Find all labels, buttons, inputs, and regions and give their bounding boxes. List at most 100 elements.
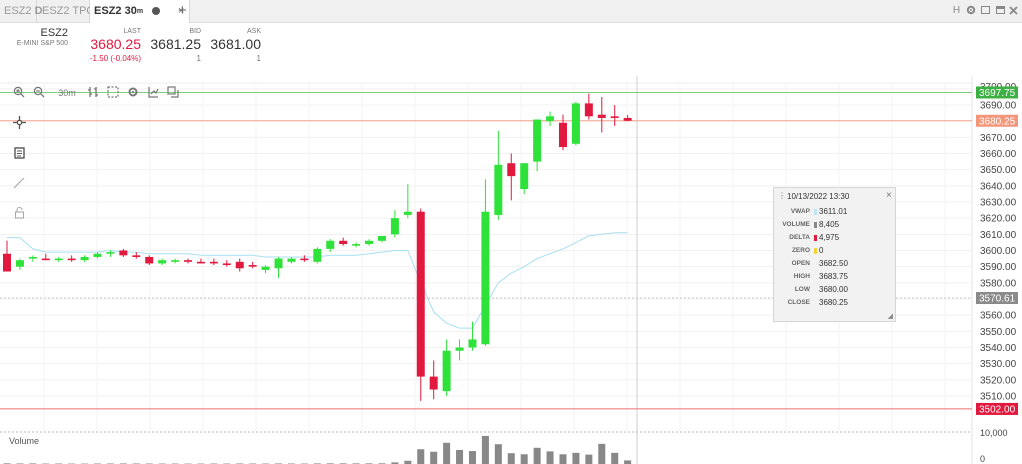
candle-body: [184, 260, 193, 262]
drag-handle-icon[interactable]: ⋮: [778, 191, 786, 200]
candle-body: [106, 252, 115, 254]
gear-icon[interactable]: [965, 4, 976, 17]
candle-body: [119, 250, 128, 256]
candle-body: [248, 265, 257, 267]
candle-body: [429, 376, 438, 390]
bar-type-icon[interactable]: [86, 86, 100, 103]
window-h-button[interactable]: H: [952, 5, 961, 16]
volume-axis-label: 10,000: [980, 428, 1008, 438]
price-axis-label: 3580.00: [980, 278, 1017, 289]
candle-body: [80, 256, 89, 261]
volume-bar: [456, 449, 464, 464]
chart-panel[interactable]: 3690.00 3680.00 3670.00 3660.00 3650.00 3640.…: [0, 76, 1022, 464]
candle-body: [403, 211, 412, 215]
tab-symbol: ESZ2: [4, 5, 32, 17]
crosshair-select-icon[interactable]: [106, 86, 120, 103]
last-price: 3680.25: [90, 36, 141, 52]
lock-tool-icon[interactable]: [12, 206, 26, 224]
candle-body: [93, 253, 102, 257]
layout-icon[interactable]: [166, 86, 180, 103]
candle-body: [442, 350, 451, 392]
high-price-tag: 3697.75: [979, 88, 1016, 99]
settings-icon[interactable]: [126, 86, 140, 103]
candle-body: [326, 240, 335, 249]
candle-body: [235, 261, 244, 269]
low-price-tag: 3502.00: [979, 404, 1016, 415]
indicators-icon[interactable]: [146, 86, 160, 103]
volume-bar: [533, 447, 541, 464]
candle-body: [171, 260, 180, 262]
maximize-icon[interactable]: [995, 4, 1006, 17]
price-axis-label: 3550.00: [980, 327, 1017, 338]
candle-body: [300, 258, 309, 261]
candle-body: [507, 163, 516, 177]
candle-body: [222, 263, 231, 266]
candle-body: [597, 114, 606, 118]
tab-esz2-daily[interactable]: ESZ2 D: [0, 0, 43, 23]
volume-bar: [611, 452, 619, 464]
volume-bar: [417, 449, 425, 464]
price-axis-label: 3620.00: [980, 214, 1017, 225]
bid-price: 3681.25: [150, 36, 201, 52]
data-window-close-icon[interactable]: ×: [886, 190, 892, 201]
data-window: ⋮ 10/13/2022 13:30 × VWAP 3611.01 VOLUME…: [773, 187, 896, 322]
price-axis-label: 3540.00: [980, 343, 1017, 354]
ask-label: ASK: [246, 28, 261, 35]
tab-close-icon[interactable]: ×: [178, 5, 185, 17]
price-axis-label: 3520.00: [980, 375, 1017, 386]
line-tool-icon[interactable]: [12, 177, 26, 194]
interval-selector[interactable]: 30m: [58, 88, 76, 98]
candle-body: [610, 116, 619, 118]
price-change: -1.50 (-0.04%): [89, 54, 141, 63]
candle-body: [533, 119, 542, 162]
zero-label: ZERO: [791, 247, 810, 254]
candle-body: [158, 260, 167, 264]
tab-suffix: TPO: [72, 5, 95, 17]
price-axis-label: 3590.00: [980, 262, 1017, 273]
data-window-datetime: 10/13/2022 13:30: [787, 192, 850, 201]
price-axis-label: 3610.00: [980, 230, 1017, 241]
last-label: LAST: [123, 28, 141, 35]
candle-body: [352, 244, 361, 246]
close-icon[interactable]: [1008, 4, 1019, 17]
volume-bar: [494, 444, 502, 464]
zoom-in-icon[interactable]: [12, 86, 26, 103]
candle-body: [15, 260, 24, 267]
delta-label: DELTA: [789, 234, 810, 241]
candle-body: [274, 258, 283, 269]
ask-size: 1: [256, 54, 261, 63]
tab-symbol: ESZ2: [42, 5, 70, 17]
price-axis-label: 3670.00: [980, 133, 1017, 144]
tab-esz2-30m[interactable]: ESZ2 30m: [90, 0, 190, 23]
tab-suffix: D: [34, 5, 43, 17]
volume-bar: [507, 453, 515, 464]
tab-symbol: ESZ2: [94, 5, 122, 17]
zero-value: 0: [819, 246, 824, 255]
zoom-out-icon[interactable]: [32, 86, 46, 103]
candle-body: [261, 266, 270, 270]
crosshair-tool-icon[interactable]: [11, 116, 27, 134]
candle-body: [571, 103, 580, 144]
high-label: HIGH: [793, 273, 810, 280]
volume-bar: [443, 442, 451, 464]
candle-body: [3, 253, 11, 272]
instrument-symbol: ESZ2: [40, 27, 68, 39]
resize-handle-icon[interactable]: ◢: [887, 313, 893, 320]
candle-body: [54, 258, 63, 261]
tab-esz2-tpo[interactable]: ESZ2 TPO: [38, 0, 95, 23]
add-tab-icon[interactable]: +: [178, 2, 187, 19]
vwap-label: VWAP: [790, 208, 810, 215]
restore-icon[interactable]: [980, 4, 991, 17]
volume-bar: [481, 435, 489, 464]
price-axis-label: 3640.00: [980, 181, 1017, 192]
ask-price: 3681.00: [210, 36, 261, 52]
candle-body: [313, 248, 322, 262]
bid-label: BID: [189, 28, 201, 35]
candle-body: [209, 261, 218, 264]
notes-tool-icon[interactable]: [12, 147, 26, 164]
quote-header: ESZ2 E-MINI S&P 500 LAST 3680.25 -1.50 (…: [0, 23, 1022, 68]
delta-value: 4,975: [819, 233, 840, 242]
candle-body: [365, 240, 374, 245]
candle-body: [520, 163, 529, 190]
volume-bar: [430, 451, 438, 464]
